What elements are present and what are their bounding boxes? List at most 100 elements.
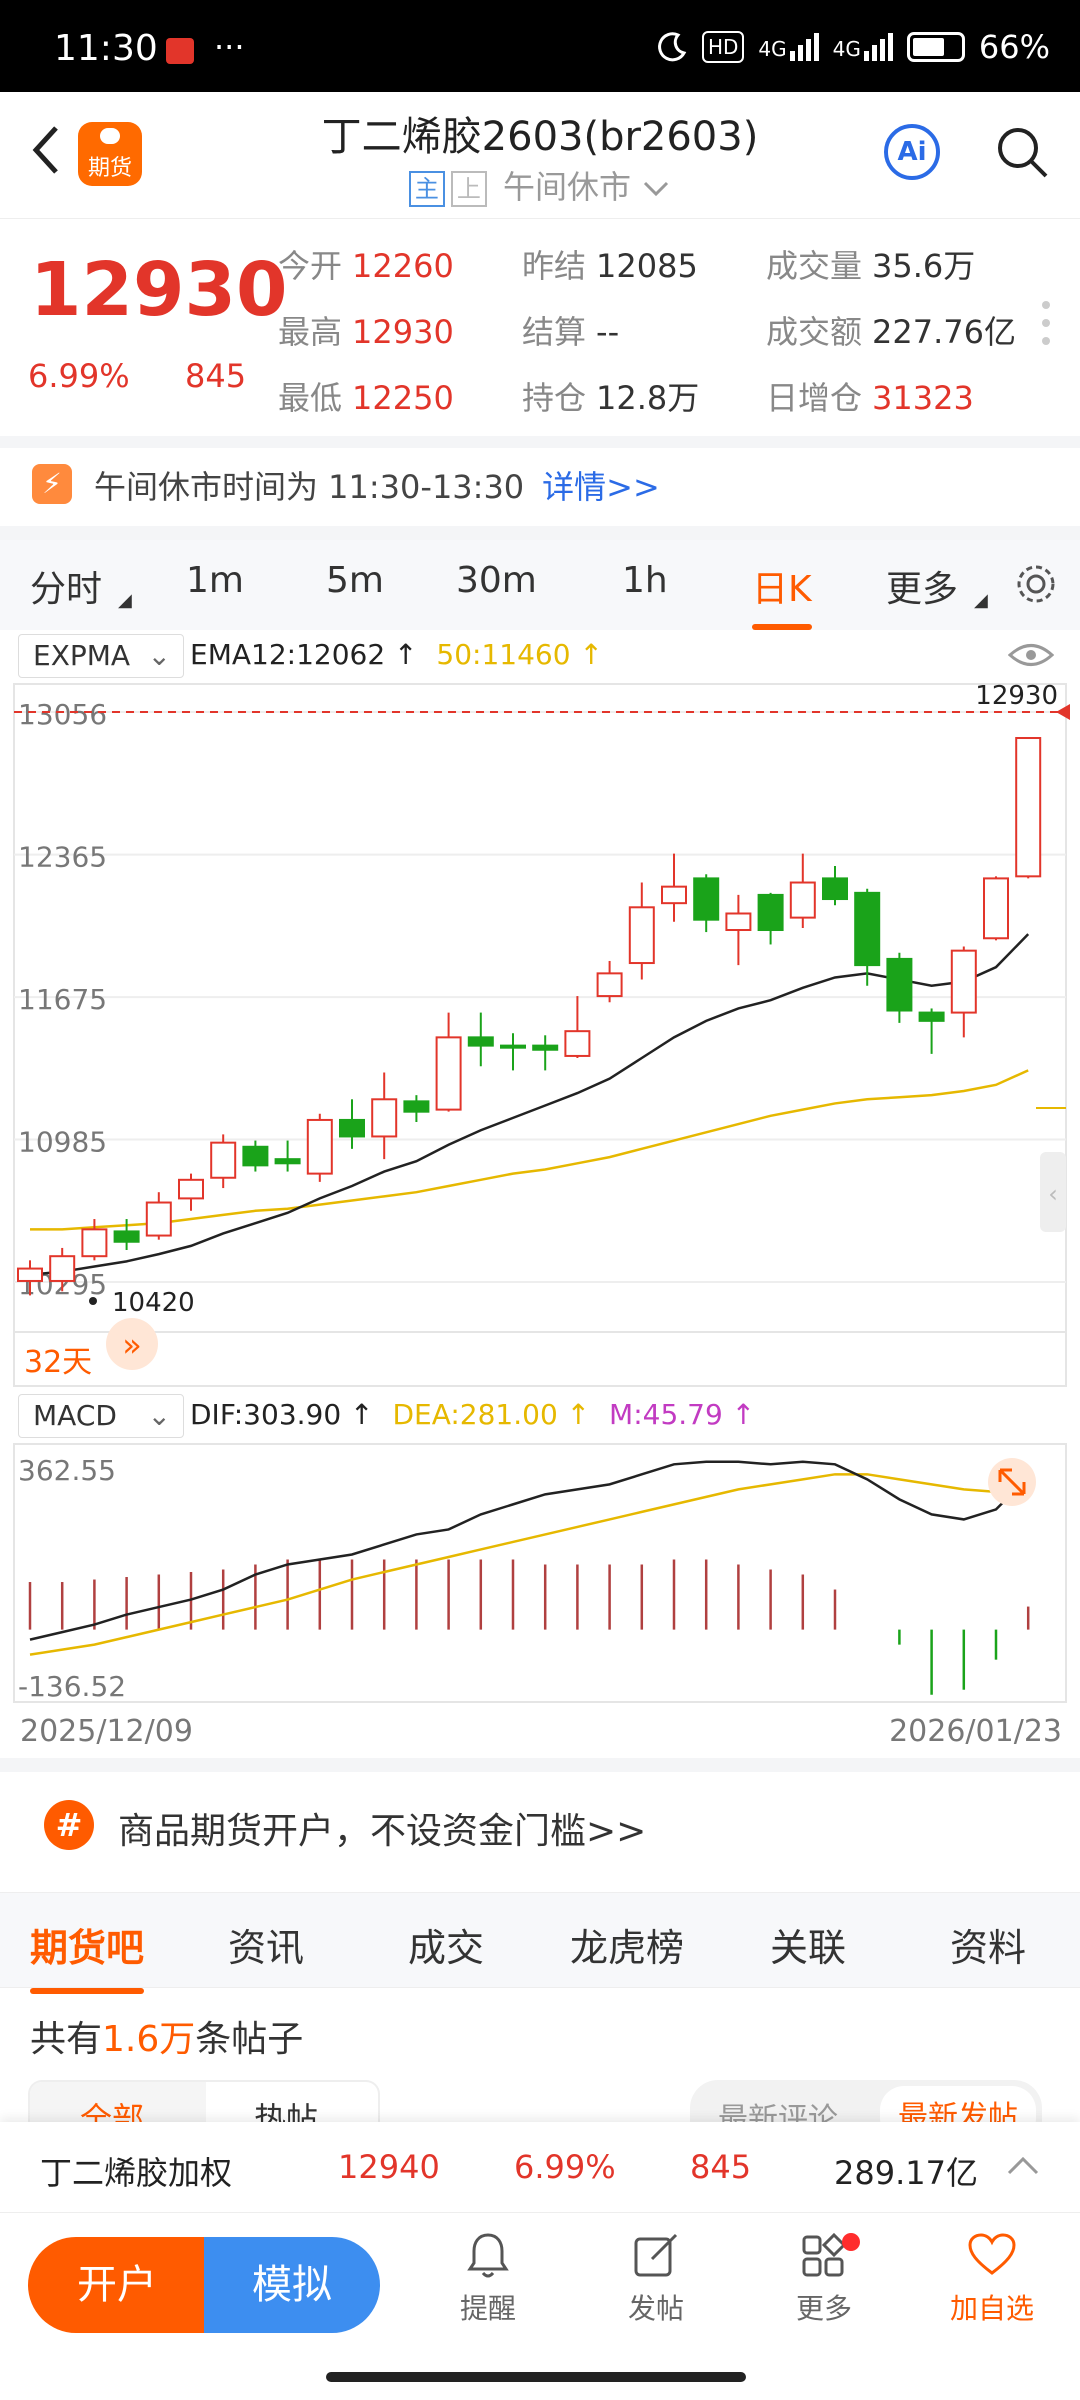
collapse-handle[interactable] [1040, 1152, 1066, 1232]
contract-subline[interactable]: 主上 午间休市 [0, 162, 1080, 208]
tab-ranking[interactable]: 龙虎榜 [570, 1926, 685, 1970]
dea-line [29, 1473, 1029, 1656]
moon-icon [658, 32, 687, 62]
battery-percent: 66% [978, 28, 1050, 66]
candle-body [403, 1100, 430, 1113]
macd-histogram [28, 1559, 1030, 1695]
more-dots-icon[interactable] [1042, 301, 1052, 357]
gear-icon[interactable] [1012, 560, 1060, 608]
nav-add-favorite[interactable]: 加自选 [932, 2229, 1052, 2327]
ticker-amount: 289.17亿 [834, 2154, 978, 2192]
candle-body [1015, 737, 1042, 878]
status-right: HD 4G 4G 66% [656, 28, 1050, 66]
tab-daily-k[interactable]: 日K [752, 560, 812, 630]
macd-selector[interactable]: MACD ⌄ [18, 1394, 184, 1438]
low-label: 10420 [112, 1288, 195, 1318]
weighted-ticker-bar[interactable]: 丁二烯胶加权 12940 6.99% 845 289.17亿 [0, 2122, 1080, 2212]
promo-text[interactable]: 商品期货开户，不设资金门槛>> [118, 1811, 647, 1852]
m-value: M:45.79 ↑ [609, 1398, 756, 1431]
candle-body [661, 885, 687, 905]
eye-icon[interactable] [1008, 640, 1054, 670]
home-indicator[interactable] [326, 2372, 746, 2382]
promo-banner[interactable]: # 商品期货开户，不设资金门槛>> [0, 1772, 1080, 1882]
candle-body [918, 1011, 945, 1022]
tab-more[interactable]: 更多 [886, 569, 959, 610]
main-tag: 主 [408, 171, 445, 207]
nav-post[interactable]: 发帖 [596, 2229, 716, 2327]
double-chevron-icon: » [122, 1326, 142, 1364]
tab-intraday[interactable]: 分时 [30, 569, 103, 610]
candle-body [145, 1201, 172, 1237]
lightning-icon: ⚡ [32, 464, 72, 504]
chart-frame [13, 683, 1067, 1387]
macd-chart[interactable]: 362.55 -136.52 [0, 1442, 1080, 1704]
open-account-button[interactable]: 开户 [28, 2237, 206, 2333]
tab-5m[interactable]: 5m [326, 560, 384, 601]
chevron-left-icon: ‹ [1048, 1180, 1058, 1208]
date-start: 2025/12/09 [20, 1714, 193, 1749]
y-tick-label: 10985 [18, 1126, 107, 1159]
app-logo: 期货 [78, 122, 142, 186]
y-tick-label: 11675 [18, 983, 107, 1016]
chevron-up-icon[interactable] [1006, 2154, 1040, 2176]
high-label: 12930 [975, 682, 1058, 711]
candle-body [274, 1158, 301, 1165]
dif-line [29, 1460, 1030, 1641]
quote-field: 最高 12930 [278, 313, 454, 351]
tab-30m[interactable]: 30m [456, 560, 537, 601]
ticker-name: 丁二烯胶加权 [40, 2154, 233, 2192]
nav-more[interactable]: 更多 [764, 2229, 884, 2327]
ema50-polyline [30, 1069, 1029, 1231]
candle-body [628, 906, 655, 965]
heart-icon [968, 2233, 1016, 2275]
tab-forum[interactable]: 期货吧 [30, 1917, 145, 1994]
expma-selector[interactable]: EXPMA ⌄ [18, 634, 184, 678]
simulate-button[interactable]: 模拟 [204, 2237, 380, 2333]
battery-icon [906, 32, 965, 62]
quote-field: 昨结 12085 [522, 247, 698, 285]
candle-body [500, 1044, 526, 1049]
macd-y-bottom: -136.52 [18, 1670, 126, 1703]
post-count: 共有1.6万条帖子 [30, 2019, 304, 2060]
exchange-tag: 上 [450, 171, 487, 207]
search-icon[interactable] [994, 124, 1050, 180]
divider [0, 526, 1080, 540]
candle-body [822, 877, 848, 901]
candle-body [950, 949, 977, 1014]
divider [0, 436, 1080, 450]
last-price: 12930 [30, 247, 288, 333]
quote-field: 今开 12260 [278, 247, 454, 285]
notice-bar: ⚡ 午间休市时间为 11:30-13:30 详情>> [0, 448, 1080, 538]
signal-icon: 4G [758, 33, 819, 61]
candle-body [339, 1118, 365, 1138]
quote-field: 日增仓 31323 [766, 379, 974, 417]
triangle-icon: ◢ [118, 590, 132, 611]
tab-related[interactable]: 关联 [770, 1926, 847, 1970]
grid-icon [802, 2232, 847, 2277]
change-percent: 6.99% [28, 357, 130, 395]
notification-app-icon [166, 38, 194, 64]
candle-body [371, 1098, 398, 1138]
bell-icon [467, 2233, 509, 2278]
tab-1m[interactable]: 1m [186, 560, 244, 601]
tab-1h[interactable]: 1h [622, 560, 668, 601]
nav-remind[interactable]: 提醒 [428, 2229, 548, 2327]
status-bar: 11:30 ··· HD 4G 4G 66% [0, 0, 1080, 92]
tab-info[interactable]: 资料 [950, 1926, 1027, 1970]
ticker-price: 12940 [338, 2148, 440, 2186]
back-icon[interactable] [26, 120, 66, 180]
quote-field: 最低 12250 [278, 379, 454, 417]
candle-body [564, 1030, 591, 1057]
page-title: 丁二烯胶2603(br2603) [321, 114, 759, 160]
divider [0, 1758, 1080, 1772]
ai-icon[interactable]: Ai [884, 124, 940, 180]
content-tabs: 期货吧 资讯 成交 龙虎榜 关联 资料 [0, 1892, 1080, 1994]
candle-body [178, 1178, 204, 1200]
low-marker [89, 1297, 97, 1305]
details-link[interactable]: 详情>> [542, 468, 660, 506]
tab-news[interactable]: 资讯 [228, 1926, 305, 1970]
tab-deals[interactable]: 成交 [408, 1926, 485, 1970]
expand-icon[interactable] [106, 1318, 158, 1370]
candle-body [693, 877, 720, 921]
